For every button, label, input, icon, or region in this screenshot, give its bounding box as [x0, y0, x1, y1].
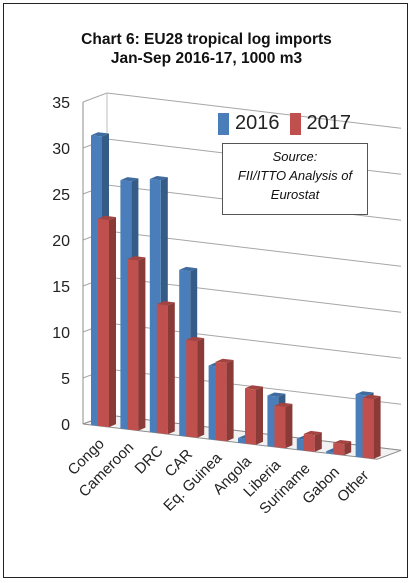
legend-label-2017: 2017	[306, 112, 352, 134]
source-line3: Eurostat	[270, 187, 320, 202]
bar-2017-top	[98, 215, 116, 221]
bar-2017	[215, 361, 227, 442]
bar-2017	[362, 397, 374, 459]
y-tick-label: 30	[52, 141, 70, 158]
chart-legend: 2016 2017	[218, 112, 361, 135]
legend-item-2017: 2017	[289, 112, 352, 135]
bar-2017	[333, 443, 345, 456]
bar-2017-side	[167, 302, 175, 435]
bar-2016-top	[267, 392, 286, 397]
bar-2017-side	[373, 396, 381, 459]
bar-2017	[156, 304, 168, 435]
bar-2017	[127, 259, 139, 431]
bar-2017-side	[314, 432, 322, 452]
y-tick-label: 25	[52, 187, 70, 204]
bar-2016-top	[91, 132, 109, 137]
bar-2017	[186, 339, 198, 438]
bar-2017-side	[138, 257, 146, 431]
bar-2017-top	[245, 385, 263, 390]
source-line1: Source:	[272, 149, 318, 164]
bar-2017-top	[362, 394, 381, 400]
y-tick-label: 10	[52, 325, 70, 342]
bar-2016-top	[149, 176, 168, 181]
bar-2017-top	[127, 256, 146, 261]
y-tick-label: 20	[52, 233, 70, 250]
legend-label-2016: 2016	[235, 112, 280, 134]
bar-2017-top	[186, 336, 205, 342]
source-box: Source: FII/ITTO Analysis of Eurostat	[222, 143, 368, 215]
legend-swatch-2016	[218, 112, 229, 135]
legend-swatch-2017	[289, 112, 301, 135]
bar-2017-side	[256, 386, 263, 445]
bar-2017	[98, 218, 109, 428]
x-tick-label: DRC	[132, 442, 167, 477]
bar-2016-top	[120, 177, 139, 182]
chart-title-line2: Jan-Sep 2016-17, 1000 m3	[110, 50, 303, 67]
bar-2016-top	[179, 266, 198, 272]
bar-2017	[303, 433, 315, 452]
bar-2017-side	[344, 441, 352, 456]
y-tick-label: 15	[52, 279, 70, 296]
bar-2017-top	[303, 430, 322, 436]
bar-2017	[274, 405, 286, 449]
bar-2017-side	[226, 360, 234, 442]
chart-title-line1: Chart 6: EU28 tropical log imports	[81, 31, 332, 48]
y-tick-label: 35	[52, 95, 70, 112]
legend-item-2016: 2016	[218, 112, 280, 135]
chart-title: Chart 6: EU28 tropical log imports Jan-S…	[0, 30, 413, 68]
bar-2017-top	[333, 440, 352, 445]
bar-2017-side	[285, 403, 293, 449]
bar-2017-side	[197, 338, 205, 438]
y-tick-label: 5	[61, 371, 70, 388]
chart-frame	[3, 3, 408, 578]
y-tick-label: 0	[61, 417, 70, 434]
bar-2017-top	[274, 402, 293, 407]
bar-2016-top	[355, 391, 374, 396]
bar-2017-top	[156, 301, 175, 306]
bar-2017	[245, 388, 256, 445]
bar-2017-side	[109, 217, 116, 428]
bar-2017-top	[215, 358, 234, 363]
source-line2: FII/ITTO Analysis of	[237, 168, 353, 183]
